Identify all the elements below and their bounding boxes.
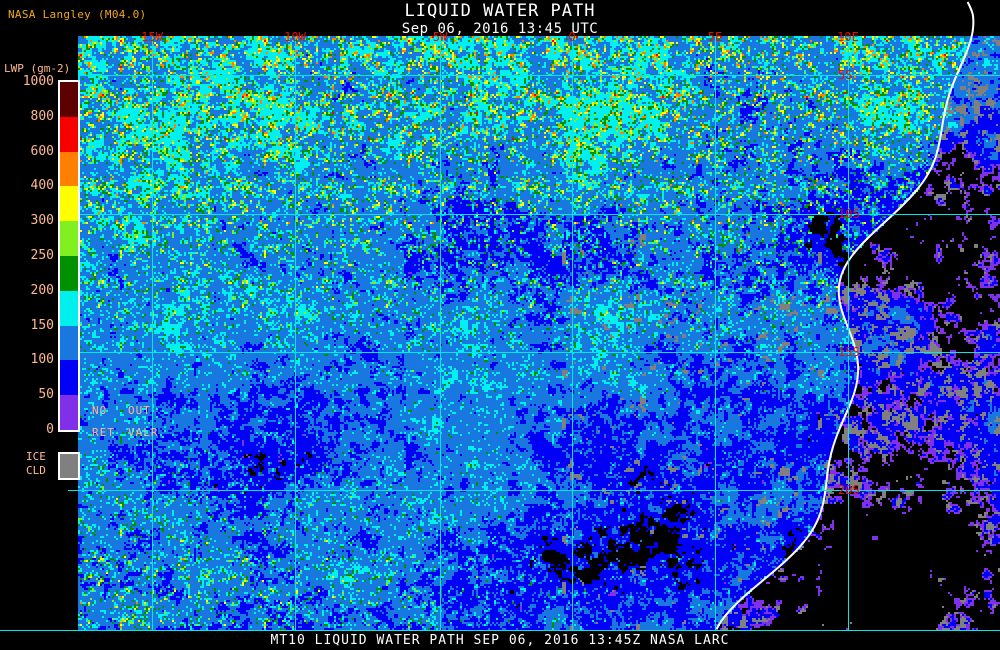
no-ret-label-line1: NO [92, 404, 108, 417]
ice-cloud-swatch [58, 452, 80, 480]
colorbar-band-6 [60, 290, 78, 326]
colorbar-band-0 [60, 82, 78, 117]
colorbar-tick-300: 300 [30, 213, 54, 229]
lon-label-10W: 10W [284, 30, 306, 44]
colorbar-tick-50: 50 [38, 387, 54, 403]
no-ret-label-line2: RET [92, 426, 115, 439]
lon-label-15W: 15W [141, 30, 163, 44]
page-title: LIQUID WATER PATH [404, 1, 596, 21]
lon-label-5E: 5E [707, 30, 723, 44]
lat-label-20S: 20S [838, 483, 860, 497]
lon-label-10E: 10E [837, 30, 859, 44]
colorbar-band-3 [60, 186, 78, 222]
colorbar-title: LWP (gm-2) [4, 62, 71, 75]
colorbar-band-9 [60, 395, 78, 430]
colorbar-band-1 [60, 116, 78, 152]
lat-label-5S: 5S [838, 68, 853, 82]
colorbar-tick-1000: 1000 [22, 74, 54, 89]
colorbar-tick-600: 600 [30, 143, 54, 159]
colorbar-band-7 [60, 325, 78, 361]
lat-label-15S: 15S [838, 345, 860, 359]
colorbar-tick-100: 100 [30, 352, 54, 368]
out-valr-label-line2: VALR [128, 426, 159, 439]
colorbar-tick-250: 250 [30, 248, 54, 263]
nasa-langley-credit: NASA Langley (M04.0) [8, 8, 147, 21]
page-subtitle-datetime: Sep 06, 2016 13:45 UTC [401, 21, 599, 37]
colorbar-band-2 [60, 151, 78, 187]
colorbar-tick-800: 800 [30, 108, 54, 124]
colorbar-tick-150: 150 [30, 317, 54, 333]
colorbar-band-5 [60, 255, 78, 291]
colorbar-tick-400: 400 [30, 178, 54, 194]
colorbar-tick-0: 0 [46, 422, 54, 437]
ice-cloud-label: ICE CLD [26, 450, 46, 477]
colorbar-band-4 [60, 221, 78, 256]
colorbar [58, 80, 80, 432]
lat-label-10S: 10S [838, 207, 860, 221]
colorbar-tick-200: 200 [30, 282, 54, 298]
colorbar-band-8 [60, 360, 78, 396]
out-valr-label-line1: OUT [128, 404, 151, 417]
lon-label-5W: 5W [432, 30, 448, 44]
colorbar-tick-labels: 1000 800 600 400 300 250 200 150 100 50 0 [0, 0, 54, 650]
lon-label-0: 0 [568, 30, 576, 44]
footer-caption: MT10 LIQUID WATER PATH SEP 06, 2016 13:4… [270, 633, 730, 648]
